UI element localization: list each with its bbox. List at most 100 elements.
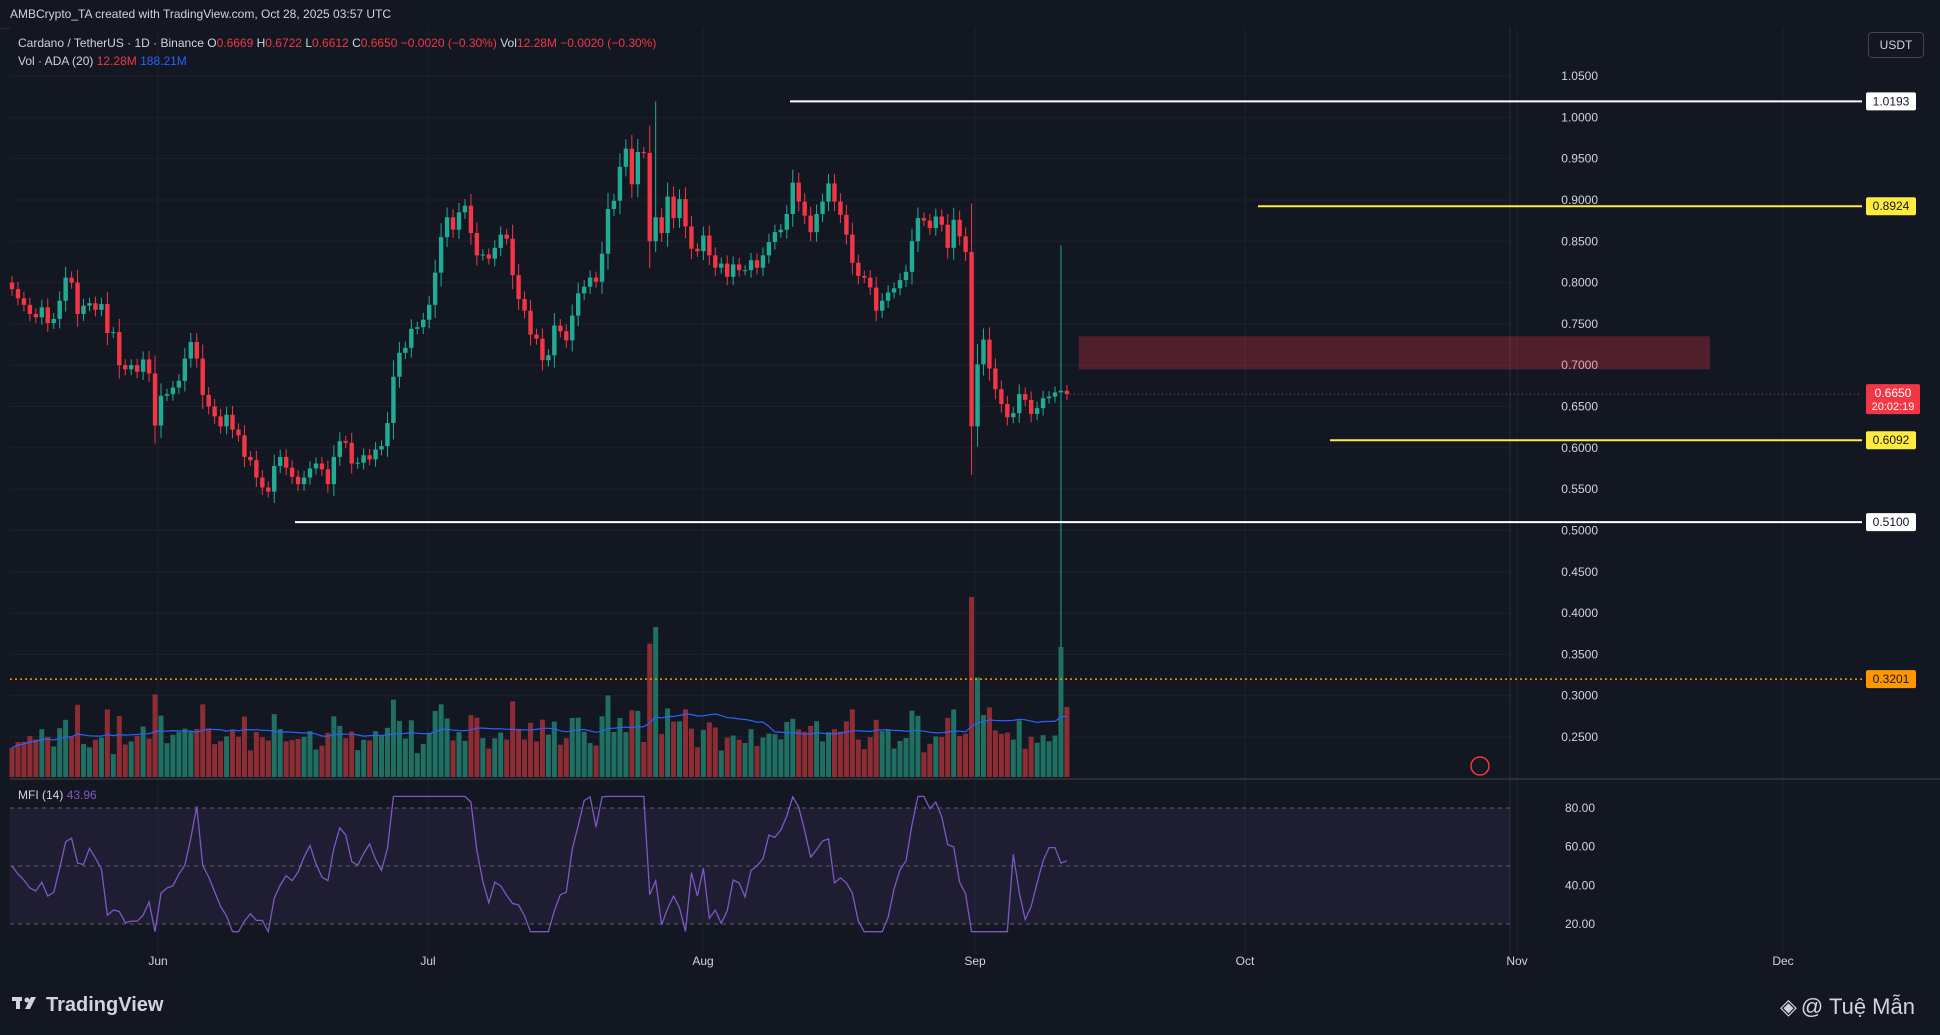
- volume-bar: [1034, 742, 1040, 777]
- volume-bar: [307, 731, 313, 777]
- volume-bar: [396, 720, 402, 777]
- mfi-label[interactable]: MFI (14): [18, 788, 64, 802]
- volume-bar: [200, 704, 206, 777]
- volume-bar: [969, 597, 975, 777]
- volume-bar: [63, 719, 69, 777]
- volume-bar: [647, 643, 653, 777]
- symbol-label[interactable]: Cardano / TetherUS · 1D · Binance: [18, 36, 204, 50]
- currency-button[interactable]: USDT: [1868, 32, 1924, 58]
- volume-bar: [110, 754, 116, 777]
- level-label: 0.5100: [1873, 515, 1910, 529]
- candle-body: [641, 152, 646, 154]
- candle-body: [534, 334, 539, 339]
- candle-body: [510, 238, 515, 276]
- volume-bar: [790, 718, 796, 777]
- high-value: 0.6722: [265, 36, 302, 50]
- candle-body: [1034, 408, 1040, 414]
- candle-body: [230, 414, 235, 430]
- tradingview-logo-icon: [12, 994, 40, 1017]
- volume-bar: [480, 738, 486, 777]
- volume-bar: [432, 710, 438, 777]
- candle-body: [915, 218, 921, 242]
- volume-bar: [545, 734, 551, 777]
- volume-bar: [86, 747, 92, 777]
- candle-body: [9, 282, 15, 290]
- volume-bar: [593, 745, 599, 777]
- volume-indicator-value: 12.28M: [96, 54, 137, 68]
- volume-bar: [826, 732, 832, 777]
- volume-bar: [641, 742, 647, 777]
- price-tick-label: 0.2500: [1561, 730, 1598, 744]
- candle-body: [325, 469, 331, 485]
- candle-body: [689, 226, 694, 249]
- volume-bar: [69, 736, 75, 777]
- binance-diamond-icon: ◈: [1780, 994, 1797, 1019]
- high-label: H: [256, 36, 266, 50]
- volume-bar: [379, 735, 385, 777]
- candle-body: [725, 263, 730, 277]
- candle-body: [462, 205, 468, 213]
- candle-body: [778, 229, 784, 233]
- candle-body: [593, 277, 599, 282]
- volume-bar: [551, 721, 557, 777]
- candle-body: [844, 214, 849, 235]
- volume-bar: [897, 741, 903, 777]
- volume-bar: [1064, 707, 1070, 777]
- volume-bar: [295, 738, 301, 777]
- volume-bar: [81, 744, 87, 777]
- volume-bar: [1010, 739, 1016, 777]
- volume-bar: [724, 737, 730, 777]
- volume-bar: [587, 743, 593, 777]
- time-tick-label: Nov: [1506, 954, 1527, 968]
- alert-icon: [1470, 756, 1490, 776]
- candle-body: [921, 218, 927, 221]
- price-tick-label: 0.8000: [1561, 276, 1598, 290]
- candle-body: [802, 201, 807, 216]
- volume-bar: [706, 722, 712, 777]
- volume-bar: [1040, 735, 1046, 777]
- candle-body: [635, 152, 640, 185]
- volume-bar: [456, 732, 462, 777]
- volume-bar: [808, 726, 814, 777]
- volume-bar: [9, 747, 15, 777]
- price-tick-label: 0.7000: [1561, 358, 1598, 372]
- candle-body: [540, 338, 545, 361]
- volume-bar: [766, 733, 772, 777]
- candle-body: [504, 234, 509, 239]
- candle-body: [1005, 404, 1010, 418]
- candle-body: [653, 217, 658, 242]
- candle-body: [951, 219, 956, 248]
- volume-bar: [75, 704, 81, 777]
- volume-bar: [438, 704, 444, 777]
- volume-bar: [796, 729, 802, 777]
- volume-bar: [623, 732, 629, 777]
- volume-bar: [1004, 732, 1010, 777]
- volume-bar: [539, 719, 545, 777]
- tradingview-logo[interactable]: TradingView: [12, 994, 163, 1017]
- candle-body: [599, 253, 605, 282]
- candle-body: [117, 332, 122, 366]
- candle-body: [498, 234, 503, 248]
- price-chart[interactable]: 1.0500 1.0000 0.9500 0.9000 0.8500 0.8000 0.75…: [0, 0, 1940, 975]
- candle-body: [647, 152, 652, 242]
- candle-body: [570, 315, 575, 341]
- mfi-tick-label: 20.00: [1565, 917, 1595, 931]
- volume-bar: [837, 731, 843, 777]
- volume-indicator-label[interactable]: Vol · ADA (20): [18, 54, 94, 68]
- candle-body: [123, 365, 128, 370]
- candle-body: [683, 199, 688, 227]
- volume-bar: [158, 715, 164, 777]
- volume-bar: [39, 729, 45, 777]
- candle-body: [707, 235, 712, 256]
- candle-body: [468, 205, 474, 233]
- candle-body: [295, 476, 301, 485]
- volume-bar: [492, 738, 498, 777]
- volume-bar: [778, 739, 784, 777]
- candle-body: [15, 289, 21, 299]
- candle-body: [134, 365, 140, 372]
- candle-body: [874, 287, 879, 311]
- time-tick-label: Sep: [964, 954, 986, 968]
- candle-body: [69, 277, 74, 283]
- volume-bar: [134, 735, 140, 777]
- candle-body: [75, 282, 80, 314]
